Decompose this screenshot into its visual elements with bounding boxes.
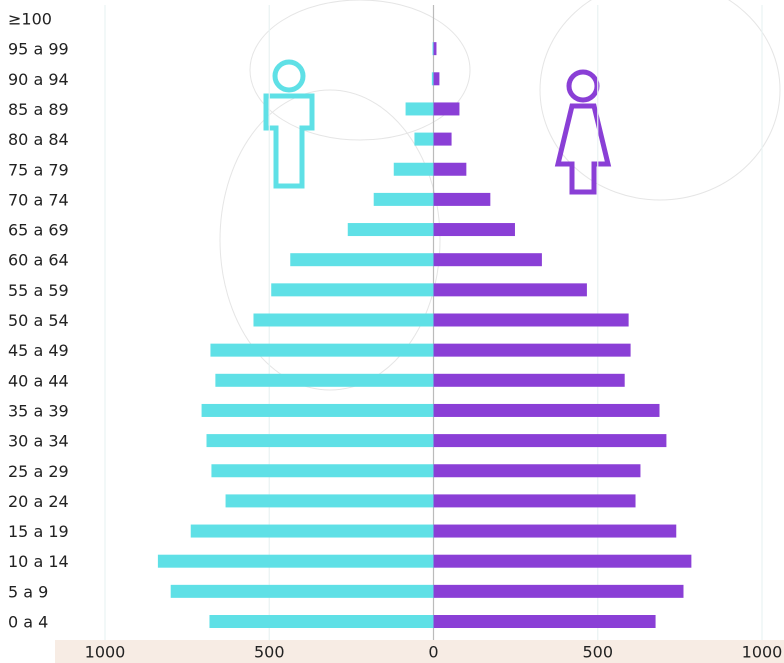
bar xyxy=(433,584,684,598)
bar xyxy=(373,192,434,206)
y-tick-label: 65 a 69 xyxy=(8,221,69,240)
y-tick-label: ≥100 xyxy=(8,10,52,29)
y-tick-label: 70 a 74 xyxy=(8,190,69,209)
bar xyxy=(215,373,434,387)
bar xyxy=(414,132,434,146)
x-tick-label: 500 xyxy=(254,643,285,662)
x-tick-label: 500 xyxy=(582,643,613,662)
bar xyxy=(433,72,440,86)
background-decoration xyxy=(219,0,781,391)
y-tick-label: 5 a 9 xyxy=(8,582,48,601)
bar xyxy=(253,313,434,327)
bar xyxy=(225,494,434,508)
bar xyxy=(393,162,434,176)
bar xyxy=(433,192,491,206)
bar xyxy=(433,162,467,176)
y-tick-label: 10 a 14 xyxy=(8,552,69,571)
bar xyxy=(431,72,434,86)
x-tick-label: 1000 xyxy=(85,643,126,662)
y-tick-label: 85 a 89 xyxy=(8,100,69,119)
bar xyxy=(433,494,636,508)
bar xyxy=(433,403,660,417)
y-tick-label: 60 a 64 xyxy=(8,251,69,270)
bar xyxy=(433,102,460,116)
bar xyxy=(433,313,629,327)
bar xyxy=(201,403,434,417)
bar xyxy=(347,223,434,237)
bar xyxy=(433,554,692,568)
y-tick-label: 0 a 4 xyxy=(8,613,48,632)
bar xyxy=(433,615,656,628)
y-tick-label: 90 a 94 xyxy=(8,70,69,89)
y-tick-label: 95 a 99 xyxy=(8,40,69,59)
y-tick-label: 55 a 59 xyxy=(8,281,69,300)
y-tick-label: 35 a 39 xyxy=(8,401,69,420)
axis-band xyxy=(55,640,784,663)
x-tick-label: 1000 xyxy=(742,643,783,662)
y-tick-label: 40 a 44 xyxy=(8,371,69,390)
bar xyxy=(190,524,434,538)
bar xyxy=(157,554,434,568)
bar xyxy=(170,584,434,598)
bar xyxy=(433,464,641,478)
bar xyxy=(433,223,515,237)
bar xyxy=(211,464,434,478)
bar xyxy=(433,373,625,387)
y-tick-label: 15 a 19 xyxy=(8,522,69,541)
bar xyxy=(433,132,452,146)
bar xyxy=(206,434,434,448)
x-tick-label: 0 xyxy=(428,643,438,662)
bar xyxy=(209,615,434,628)
y-tick-label: 20 a 24 xyxy=(8,492,69,511)
y-tick-label: 80 a 84 xyxy=(8,130,69,149)
bar xyxy=(433,253,542,267)
bar xyxy=(405,102,434,116)
bar xyxy=(271,283,434,297)
bar xyxy=(433,434,667,448)
female-icon xyxy=(554,69,612,195)
bar xyxy=(433,42,437,56)
bar xyxy=(433,283,587,297)
y-tick-label: 45 a 49 xyxy=(8,341,69,360)
y-tick-label: 30 a 34 xyxy=(8,432,69,451)
bar xyxy=(433,524,677,538)
y-tick-label: 75 a 79 xyxy=(8,160,69,179)
bar xyxy=(290,253,434,267)
bar xyxy=(210,343,434,357)
y-tick-label: 50 a 54 xyxy=(8,311,69,330)
bar xyxy=(433,343,631,357)
bar xyxy=(432,42,434,56)
y-tick-label: 25 a 29 xyxy=(8,462,69,481)
